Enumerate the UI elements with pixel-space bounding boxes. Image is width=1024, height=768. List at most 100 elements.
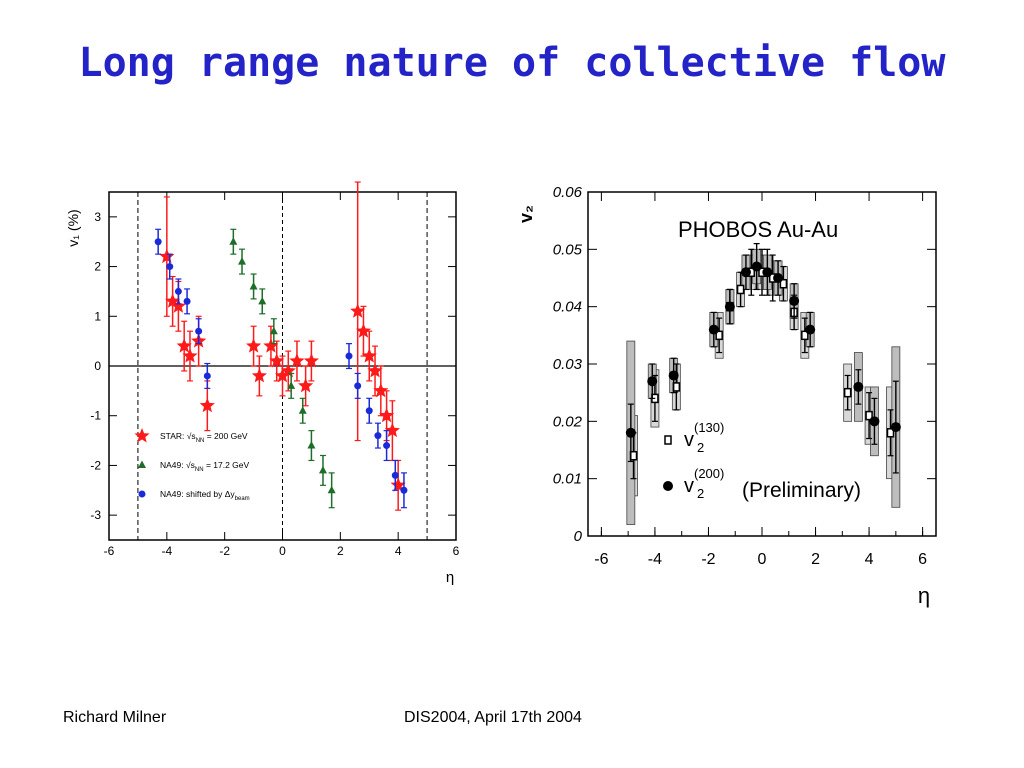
data-point [258,296,267,305]
y-tick-label: 3 [94,210,101,224]
data-point [229,237,238,245]
data-point [287,381,296,389]
slide-title: Long range nature of collective flow [78,40,946,86]
data-point [183,297,191,305]
y-axis-label: v₂ [516,205,536,223]
data-point [303,353,319,368]
data-point [327,485,336,494]
x-tick-label: -6 [594,551,608,568]
x-tick-label: 0 [758,551,767,568]
data-point [740,267,751,278]
y-tick-label: 0 [574,528,583,545]
data-point [890,422,901,433]
data-point [625,427,636,438]
data-point [138,490,146,498]
data-point [708,324,719,335]
data-point [134,428,150,443]
legend-entry: v(200) 2 [684,466,724,501]
data-point [886,428,895,438]
data-point [801,330,809,341]
data-point [307,441,316,449]
series-triangle [229,228,336,509]
data-point [715,330,723,341]
x-tick-label: 0 [279,544,286,558]
y-tick-label: 0.03 [553,356,583,373]
y-axis-label: v₁ (%) [65,209,81,246]
data-point [668,370,679,381]
data-point [249,281,258,290]
data-point [251,367,267,383]
x-axis-label: η [918,583,930,608]
data-point [269,353,285,368]
y-tick-label: 2 [94,260,101,274]
data-point [298,377,314,393]
data-point [390,477,406,492]
data-point [269,326,278,335]
data-point [170,298,186,313]
data-point [354,382,362,390]
legend-note: (Preliminary) [742,479,861,502]
data-point [174,287,182,295]
data-point [751,261,762,272]
data-point [195,327,203,335]
data-point [773,273,784,283]
data-point [176,338,192,353]
y-tick-label: 0.05 [553,241,583,258]
y-tick-label: 1 [94,309,101,323]
legend-entry: NA49: shifted by Δybeam [160,489,250,502]
data-point [374,432,382,440]
data-point [664,435,672,445]
footer-author: Richard Milner [63,709,167,726]
data-point [383,442,391,450]
series-filled-circle [625,243,901,474]
y-tick-label: 0.02 [553,413,583,430]
data-point [182,348,198,363]
legend-entry: NA49: √sNN = 17.2 GeV [160,460,250,473]
data-point [203,372,211,380]
data-point [318,465,327,474]
data-point [762,267,773,278]
x-tick-label: 6 [918,551,927,568]
x-tick-label: -6 [104,544,115,558]
data-point [724,301,735,312]
data-point [238,257,247,265]
x-tick-label: 2 [337,544,344,558]
x-tick-label: -2 [219,544,230,558]
chart-title: PHOBOS Au-Au [678,217,838,242]
data-point [663,481,673,491]
data-point [373,382,389,398]
data-point [345,352,353,360]
x-tick-label: 4 [395,544,402,558]
data-point [199,397,215,413]
series-circle [154,228,408,509]
y-tick-label: 0.01 [553,471,582,488]
x-tick-label: -4 [161,544,172,558]
legend-entry: v(130) 2 [684,420,724,455]
y-tick-label: -2 [90,458,101,472]
legend-entry: STAR: √sNN = 200 GeV [160,431,248,444]
x-tick-label: 6 [453,544,460,558]
x-tick-label: -2 [701,551,715,568]
data-point [805,324,816,335]
data-point [350,303,366,318]
x-tick-label: 4 [865,551,874,568]
data-point [165,293,181,308]
y-tick-label: 0 [94,359,101,373]
data-point [159,248,175,264]
data-point [367,363,383,378]
data-point [853,381,864,392]
data-point [246,338,262,353]
data-point [869,416,880,427]
data-point [280,363,296,378]
footer-conference: DIS2004, April 17th 2004 [404,709,582,726]
data-point [647,376,658,387]
y-tick-label: -3 [90,508,101,522]
data-point [263,338,279,353]
x-axis-label: η [446,569,454,586]
data-point [365,407,373,415]
x-tick-label: 2 [811,551,820,568]
data-point [843,387,852,398]
data-point [779,278,788,289]
